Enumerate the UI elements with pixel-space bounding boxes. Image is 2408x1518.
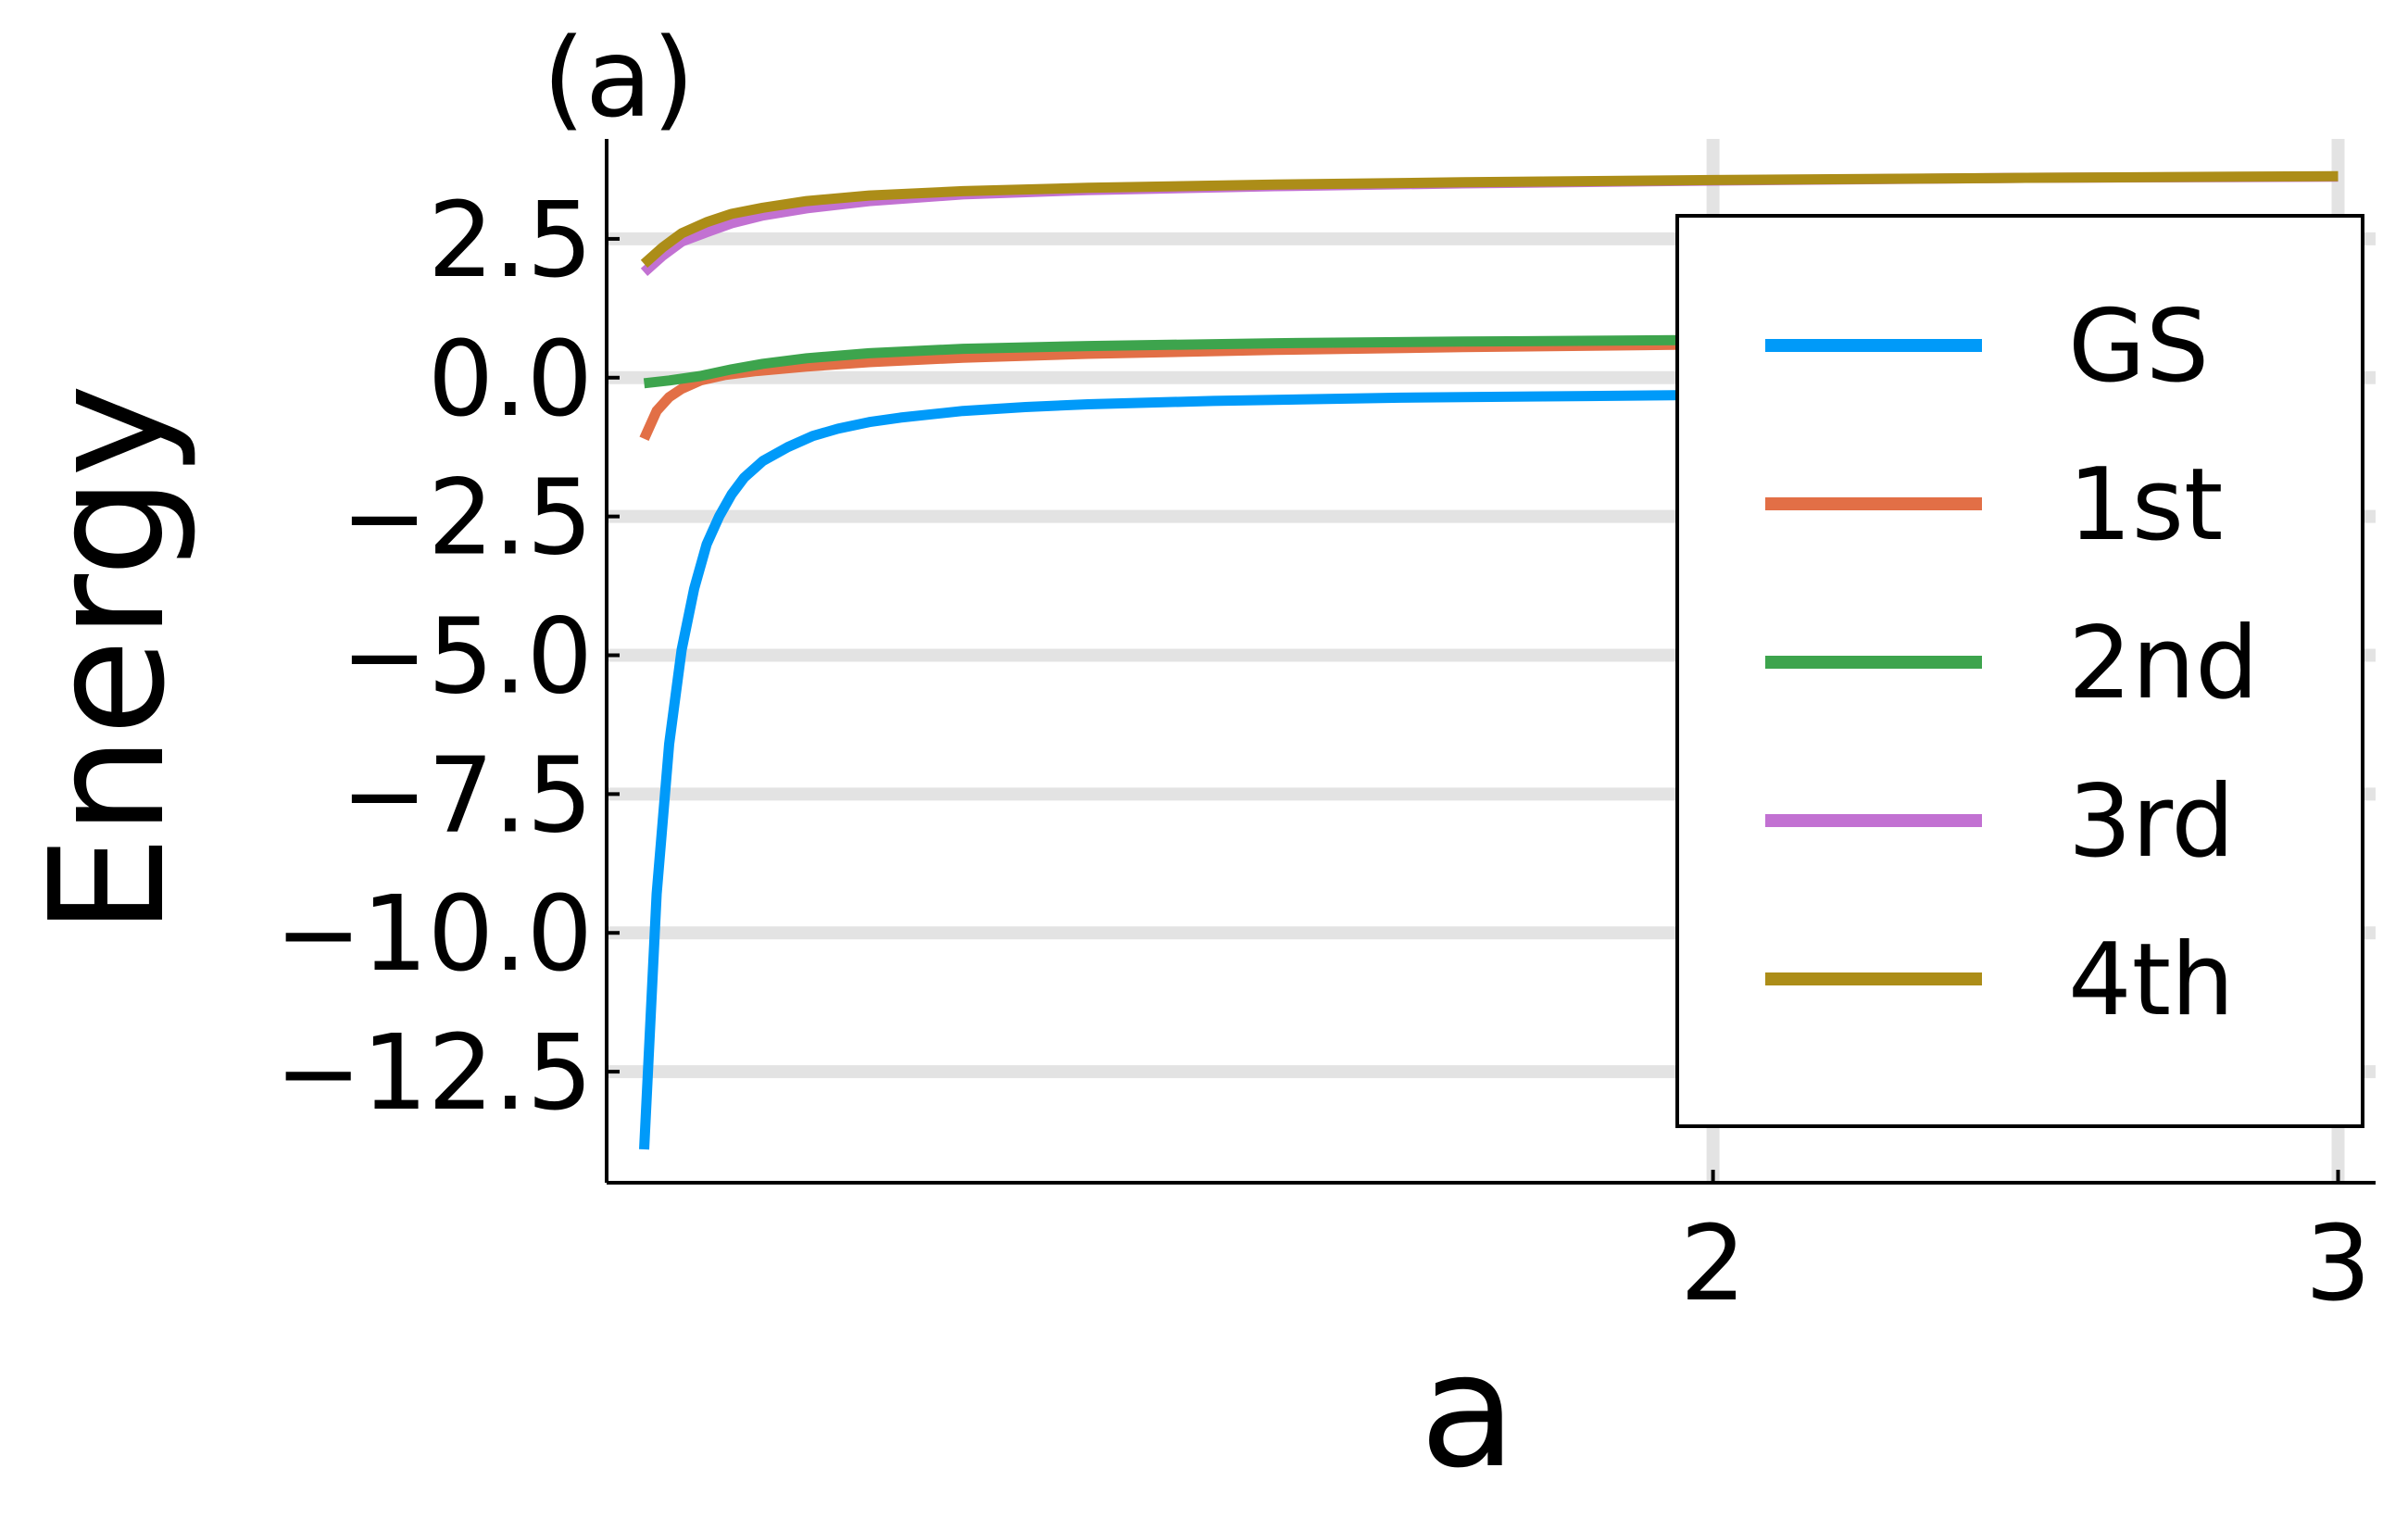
x-tick-label: 3	[2305, 1204, 2371, 1324]
series-line-gs	[639, 386, 2339, 1150]
axes	[605, 139, 2376, 1185]
legend: GS 1st 2nd 3rd 4th	[1675, 214, 2364, 1128]
y-tick-label: 0.0	[428, 320, 593, 440]
legend-items: GS 1st 2nd 3rd 4th	[1765, 289, 2259, 1038]
y-tick-label: 2.5	[428, 181, 593, 301]
y-tick-label: −12.5	[275, 1013, 593, 1134]
legend-label: 4th	[2068, 922, 2235, 1038]
legend-label: 2nd	[2068, 606, 2259, 721]
panel-label: (a)	[543, 14, 695, 142]
y-tick-label: −7.5	[341, 735, 593, 856]
series-line-2nd	[643, 332, 2339, 389]
y-tick-label: −5.0	[341, 597, 593, 718]
y-tick-label: −2.5	[341, 458, 593, 579]
legend-label: GS	[2068, 289, 2209, 405]
series-lines	[639, 170, 2339, 1150]
y-tick-label: −10.0	[275, 874, 593, 995]
x-axis-label: a	[1420, 1320, 1516, 1503]
ticks: 2.5 0.0 −2.5 −5.0 −7.5 −10.0 −12.5 2 3	[275, 181, 2371, 1324]
legend-label: 3rd	[2068, 764, 2235, 880]
legend-box	[1675, 214, 2364, 1128]
y-axis-label: Energy	[17, 383, 200, 935]
series-line-4th	[640, 170, 2339, 269]
legend-label: 1st	[2068, 447, 2223, 563]
x-tick-label: 2	[1680, 1204, 1746, 1324]
